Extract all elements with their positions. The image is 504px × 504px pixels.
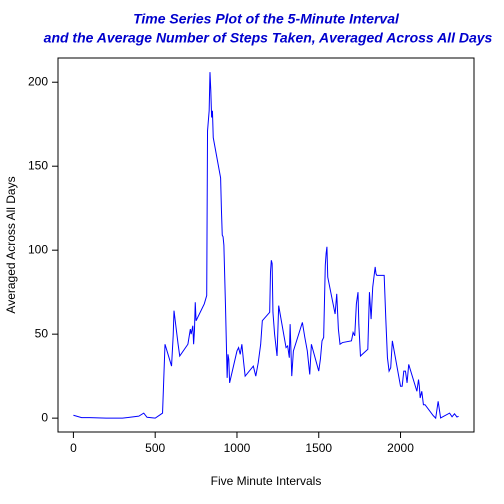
data-line: [73, 72, 459, 420]
y-tick-label: 50: [35, 326, 49, 340]
x-tick-label: 500: [145, 441, 165, 455]
y-tick-label: 200: [28, 74, 48, 88]
y-tick-label: 100: [28, 242, 48, 256]
x-tick-label: 1500: [305, 441, 332, 455]
plot-frame: [57, 57, 475, 433]
y-tick-label: 0: [41, 410, 48, 424]
chart-title: Time Series Plot of the 5-Minute Interva…: [133, 11, 400, 27]
x-tick-label: 1000: [224, 441, 251, 455]
x-tick-label: 0: [70, 441, 77, 455]
x-axis-label: Five Minute Intervals: [211, 474, 322, 488]
chart-title: and the Average Number of Steps Taken, A…: [44, 30, 493, 46]
y-axis-label: Averaged Across All Days: [4, 176, 18, 313]
y-tick-label: 150: [28, 158, 48, 172]
x-tick-label: 2000: [387, 441, 414, 455]
